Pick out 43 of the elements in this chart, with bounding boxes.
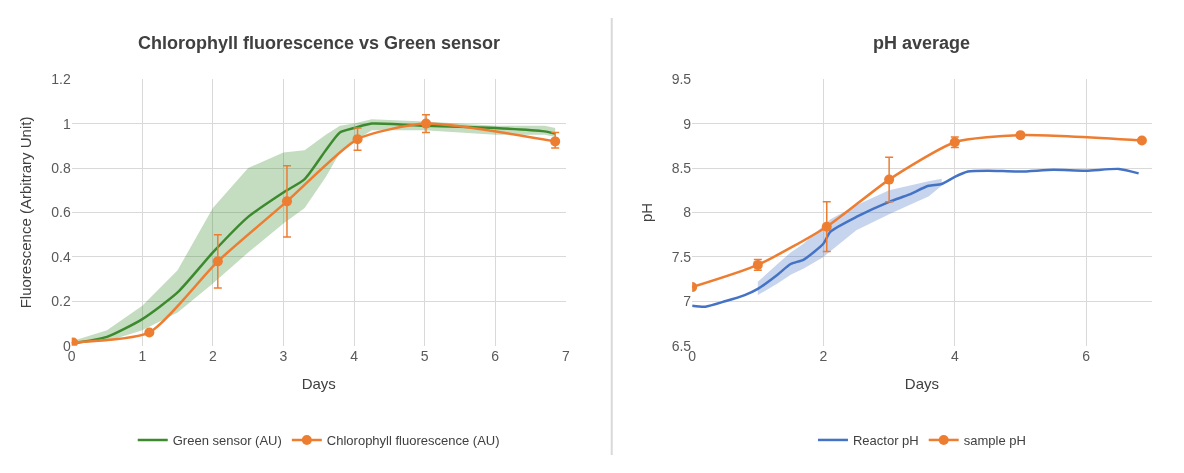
point <box>550 136 561 147</box>
point <box>421 118 432 129</box>
y-tick-label: 7 <box>683 293 692 310</box>
y-tick-label: 7.5 <box>671 248 692 265</box>
x-tick-label: 2 <box>208 347 217 364</box>
x-tick-label: 6 <box>1082 347 1091 364</box>
point <box>821 221 832 232</box>
chart-title: Chlorophyll fluorescence vs Green sensor <box>138 33 501 53</box>
y-tick-label: 1 <box>62 115 71 132</box>
x-tick-label: 1 <box>138 347 147 364</box>
x-tick-label: 4 <box>950 347 959 364</box>
line-series <box>692 167 1140 308</box>
y-tick-label: 8.5 <box>671 159 692 176</box>
x-axis-title: Days <box>301 374 336 392</box>
y-tick-label: 0.6 <box>51 204 71 221</box>
point <box>1136 135 1147 146</box>
y-axis-title: pH <box>637 202 655 223</box>
chart-title: pH average <box>873 33 971 53</box>
legend-label: Green sensor (AU) <box>172 433 282 449</box>
y-tick-label: 0.2 <box>51 293 71 310</box>
x-tick-label: 3 <box>279 347 288 364</box>
point <box>352 134 363 145</box>
point <box>1015 130 1026 141</box>
point <box>144 327 155 338</box>
point <box>281 196 292 207</box>
y-axis-title: Fluorescence (Arbitrary Unit) <box>17 116 35 309</box>
y-tick-label: 8 <box>683 204 692 221</box>
legend-label: Chlorophyll fluorescence (AU) <box>326 433 500 449</box>
legend-label: Reactor pH <box>852 433 919 449</box>
point <box>212 256 223 267</box>
x-axis-title: Days <box>904 374 940 392</box>
x-tick-label: 2 <box>819 347 828 364</box>
point <box>884 174 895 185</box>
y-tick-label: 0.8 <box>51 159 71 176</box>
y-tick-label: 9.5 <box>671 71 692 88</box>
y-tick-label: 9 <box>683 115 692 132</box>
y-tick-label: 0.4 <box>51 248 71 265</box>
x-tick-label: 5 <box>420 347 429 364</box>
x-tick-label: 7 <box>561 347 570 364</box>
x-tick-label: 4 <box>350 347 359 364</box>
y-tick-label: 1.2 <box>51 71 71 88</box>
x-tick-label: 6 <box>491 347 500 364</box>
legend-label: sample pH <box>963 433 1026 449</box>
